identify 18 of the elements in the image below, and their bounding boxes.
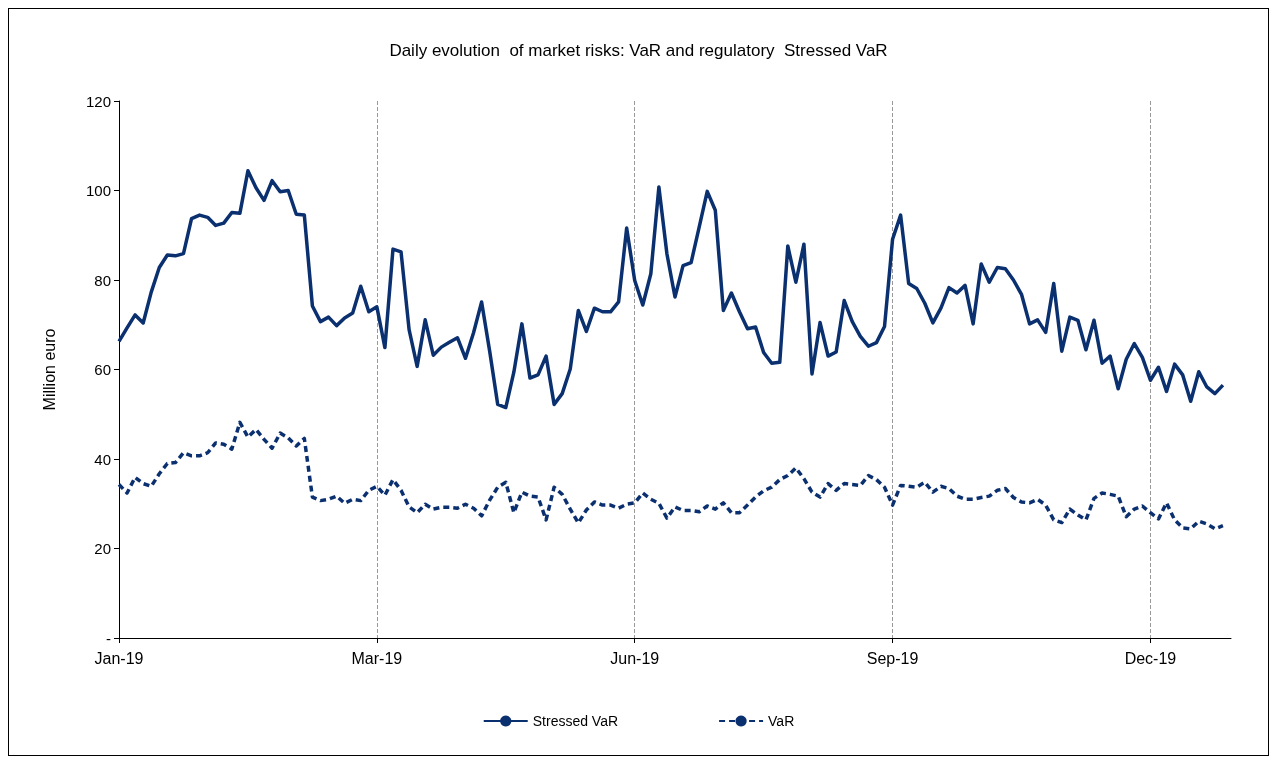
x-tick-label: Mar-19 <box>351 649 403 667</box>
y-tick-label: 80 <box>94 271 111 289</box>
legend-label: VaR <box>768 713 795 729</box>
y-tick-label: 100 <box>85 182 111 199</box>
line-series <box>117 420 1225 531</box>
x-tick-label: Sep-19 <box>866 649 919 667</box>
y-tick-label: 40 <box>94 450 111 468</box>
x-tick-label: Jan-19 <box>94 649 144 667</box>
legend-label: Stressed VaR <box>532 713 619 729</box>
y-tick-label: - <box>106 629 111 647</box>
chart-title: Daily evolution of market risks: VaR and regulatory Stressed VaR <box>389 41 888 60</box>
x-tick-label: Dec-19 <box>1124 649 1177 667</box>
y-tick-label: 20 <box>94 540 111 557</box>
line-series <box>117 169 1225 410</box>
y-axis-title: Million euro <box>40 328 58 411</box>
x-tick-label: Jun-19 <box>610 649 660 667</box>
y-tick-label: 120 <box>85 92 111 110</box>
y-tick-label: 60 <box>94 361 111 378</box>
